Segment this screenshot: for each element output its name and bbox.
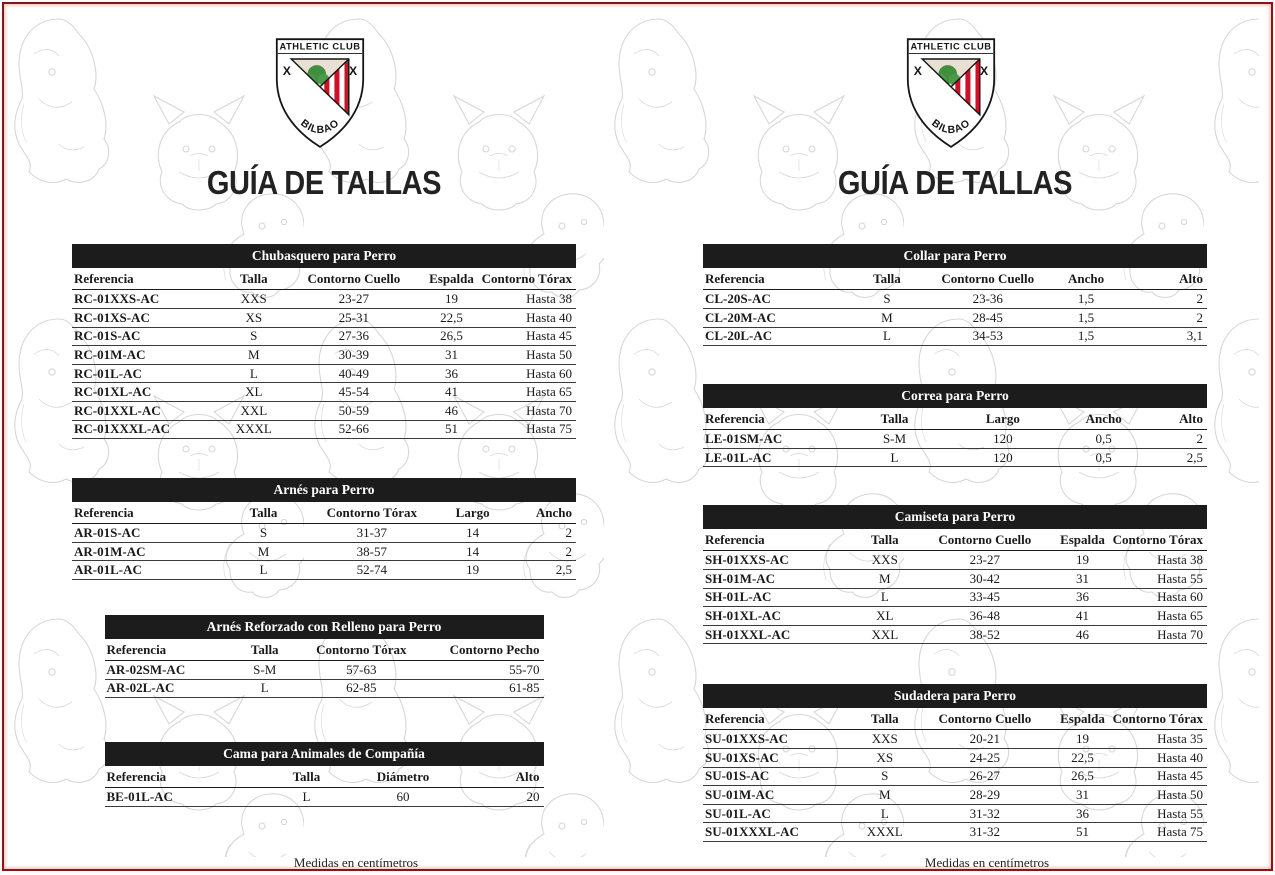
svg-text:X: X	[283, 64, 292, 78]
svg-text:ATHLETIC CLUB: ATHLETIC CLUB	[279, 41, 360, 51]
svg-text:X: X	[349, 64, 358, 78]
svg-text:X: X	[980, 64, 989, 78]
svg-text:ATHLETIC CLUB: ATHLETIC CLUB	[910, 41, 991, 51]
svg-text:X: X	[914, 64, 923, 78]
